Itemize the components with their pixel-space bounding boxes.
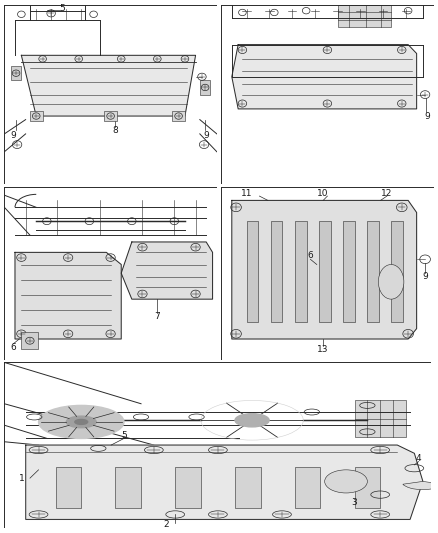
Circle shape — [66, 416, 96, 427]
Bar — [56, 466, 81, 508]
Text: 4: 4 — [416, 454, 421, 463]
Polygon shape — [232, 45, 417, 109]
Circle shape — [39, 406, 124, 439]
Bar — [343, 221, 355, 322]
Text: 5: 5 — [59, 4, 65, 13]
Bar — [11, 66, 21, 80]
Text: 9: 9 — [424, 111, 430, 120]
Bar — [271, 221, 283, 322]
Bar — [235, 466, 261, 508]
Bar — [247, 221, 258, 322]
Bar — [295, 466, 321, 508]
Text: 5: 5 — [121, 431, 127, 440]
Text: 9: 9 — [203, 131, 209, 140]
Text: 9: 9 — [422, 272, 428, 281]
Polygon shape — [232, 200, 417, 339]
Text: 12: 12 — [381, 189, 392, 198]
Text: 10: 10 — [318, 189, 329, 198]
Text: 7: 7 — [155, 312, 160, 321]
Bar — [319, 221, 331, 322]
Bar — [21, 332, 39, 350]
Bar — [367, 221, 379, 322]
Ellipse shape — [378, 264, 404, 299]
Text: 11: 11 — [241, 189, 252, 198]
Bar — [391, 221, 403, 322]
Text: 13: 13 — [318, 345, 329, 354]
Polygon shape — [26, 445, 423, 519]
Ellipse shape — [325, 470, 367, 493]
Bar — [354, 466, 380, 508]
Circle shape — [235, 414, 269, 427]
Text: 8: 8 — [112, 126, 118, 135]
Text: 1: 1 — [18, 474, 25, 482]
Bar — [172, 111, 185, 122]
Polygon shape — [121, 242, 212, 299]
Bar — [175, 466, 201, 508]
Bar — [338, 5, 391, 27]
Bar — [354, 400, 406, 437]
Bar — [295, 221, 307, 322]
Text: 6: 6 — [307, 252, 313, 260]
Bar — [104, 111, 117, 122]
Polygon shape — [15, 253, 121, 339]
Circle shape — [75, 419, 88, 424]
Polygon shape — [21, 55, 195, 116]
Text: 9: 9 — [10, 131, 16, 140]
Text: 6: 6 — [10, 343, 16, 352]
Wedge shape — [403, 481, 438, 490]
Text: 3: 3 — [352, 498, 357, 507]
Text: 2: 2 — [164, 520, 170, 529]
Bar — [30, 111, 42, 122]
Bar — [200, 80, 210, 95]
Bar — [115, 466, 141, 508]
